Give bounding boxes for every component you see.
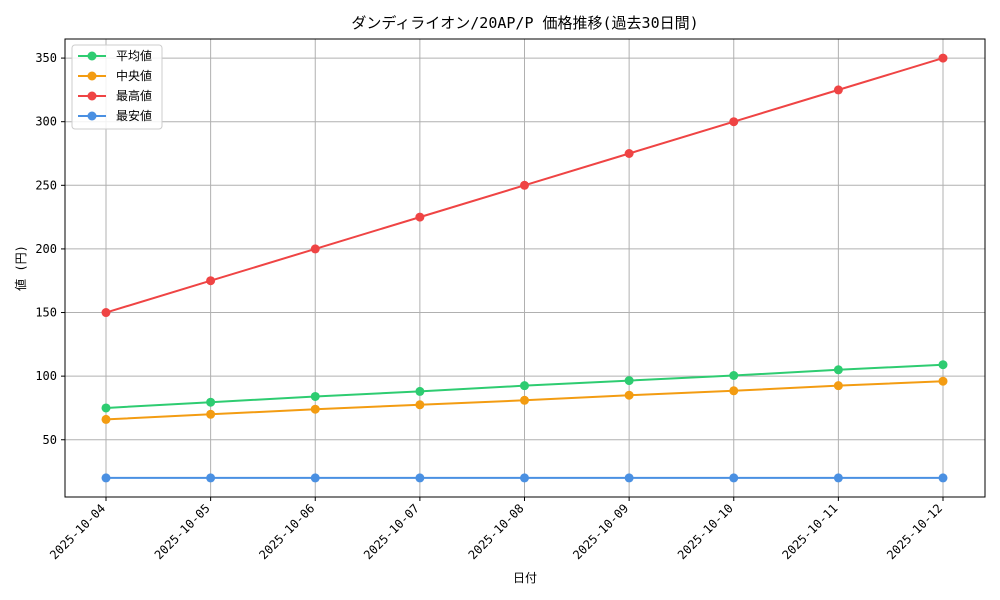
series-layer bbox=[101, 53, 948, 483]
data-point bbox=[101, 403, 111, 413]
series-1 bbox=[101, 360, 948, 413]
x-axis-label: 日付 bbox=[513, 571, 537, 585]
legend-marker bbox=[87, 111, 97, 121]
x-tick-label: 2025-10-06 bbox=[256, 501, 317, 562]
data-point bbox=[833, 473, 843, 483]
data-point bbox=[833, 85, 843, 95]
data-point bbox=[520, 381, 529, 391]
data-point bbox=[206, 397, 216, 407]
axis-ticks: 2025-10-04 2025-10-05 2025-10-06 2025-10-07… bbox=[35, 51, 945, 562]
legend-marker bbox=[87, 71, 97, 81]
data-point bbox=[206, 473, 216, 483]
data-point bbox=[729, 117, 739, 127]
chart-title: ダンディライオン/20AP/P 価格推移(過去30日間) bbox=[351, 14, 698, 32]
data-point bbox=[310, 404, 320, 414]
data-point bbox=[310, 473, 320, 483]
data-point bbox=[833, 381, 843, 391]
x-tick-label: 2025-10-05 bbox=[152, 501, 213, 562]
y-tick-label: 350 bbox=[35, 51, 57, 65]
y-tick-label: 200 bbox=[35, 242, 57, 256]
x-tick-label: 2025-10-07 bbox=[361, 501, 422, 562]
legend-label: 最高値 bbox=[116, 88, 152, 103]
y-tick-label: 100 bbox=[35, 369, 57, 383]
data-point bbox=[624, 390, 634, 400]
data-point bbox=[729, 371, 739, 381]
legend-marker bbox=[87, 51, 97, 61]
y-tick-label: 50 bbox=[43, 433, 57, 447]
legend-item: 最高値 bbox=[78, 88, 152, 103]
x-tick-label: 2025-10-11 bbox=[780, 501, 841, 562]
data-point bbox=[624, 473, 634, 483]
data-point bbox=[415, 400, 425, 410]
data-point bbox=[729, 386, 739, 396]
x-tick-label: 2025-10-12 bbox=[884, 501, 945, 562]
data-point bbox=[520, 395, 529, 405]
y-tick-label: 150 bbox=[35, 306, 57, 320]
data-point bbox=[206, 276, 216, 286]
x-tick-label: 2025-10-08 bbox=[466, 501, 527, 562]
data-point bbox=[624, 149, 634, 158]
legend-label: 中央値 bbox=[116, 68, 152, 83]
legend-item: 中央値 bbox=[78, 68, 152, 83]
data-point bbox=[415, 386, 425, 396]
data-point bbox=[729, 473, 739, 483]
series-3 bbox=[101, 53, 948, 318]
y-tick-label: 250 bbox=[35, 178, 57, 192]
x-tick-label: 2025-10-04 bbox=[47, 501, 108, 562]
data-point bbox=[101, 414, 111, 424]
x-tick-label: 2025-10-09 bbox=[570, 501, 631, 562]
data-point bbox=[101, 308, 111, 318]
series-4 bbox=[101, 473, 948, 483]
data-point bbox=[938, 376, 948, 386]
data-point bbox=[938, 360, 948, 370]
grid bbox=[65, 39, 985, 497]
data-point bbox=[624, 376, 634, 386]
data-point bbox=[415, 473, 425, 483]
data-point bbox=[938, 53, 948, 63]
data-point bbox=[833, 365, 843, 375]
series-2 bbox=[101, 376, 948, 424]
legend-label: 最安値 bbox=[116, 108, 152, 123]
data-point bbox=[101, 473, 111, 483]
y-tick-label: 300 bbox=[35, 115, 57, 129]
data-point bbox=[520, 473, 529, 483]
legend-item: 最安値 bbox=[78, 108, 152, 123]
data-point bbox=[310, 391, 320, 401]
data-point bbox=[206, 409, 216, 419]
data-point bbox=[520, 180, 529, 190]
data-point bbox=[310, 244, 320, 254]
legend-item: 平均値 bbox=[78, 48, 152, 63]
x-tick-label: 2025-10-10 bbox=[675, 501, 736, 562]
y-axis-label: 値 (円) bbox=[13, 245, 28, 291]
data-point bbox=[938, 473, 948, 483]
legend-box bbox=[71, 44, 163, 130]
legend-label: 平均値 bbox=[116, 48, 152, 63]
data-point bbox=[415, 212, 425, 222]
legend-marker bbox=[87, 91, 97, 101]
